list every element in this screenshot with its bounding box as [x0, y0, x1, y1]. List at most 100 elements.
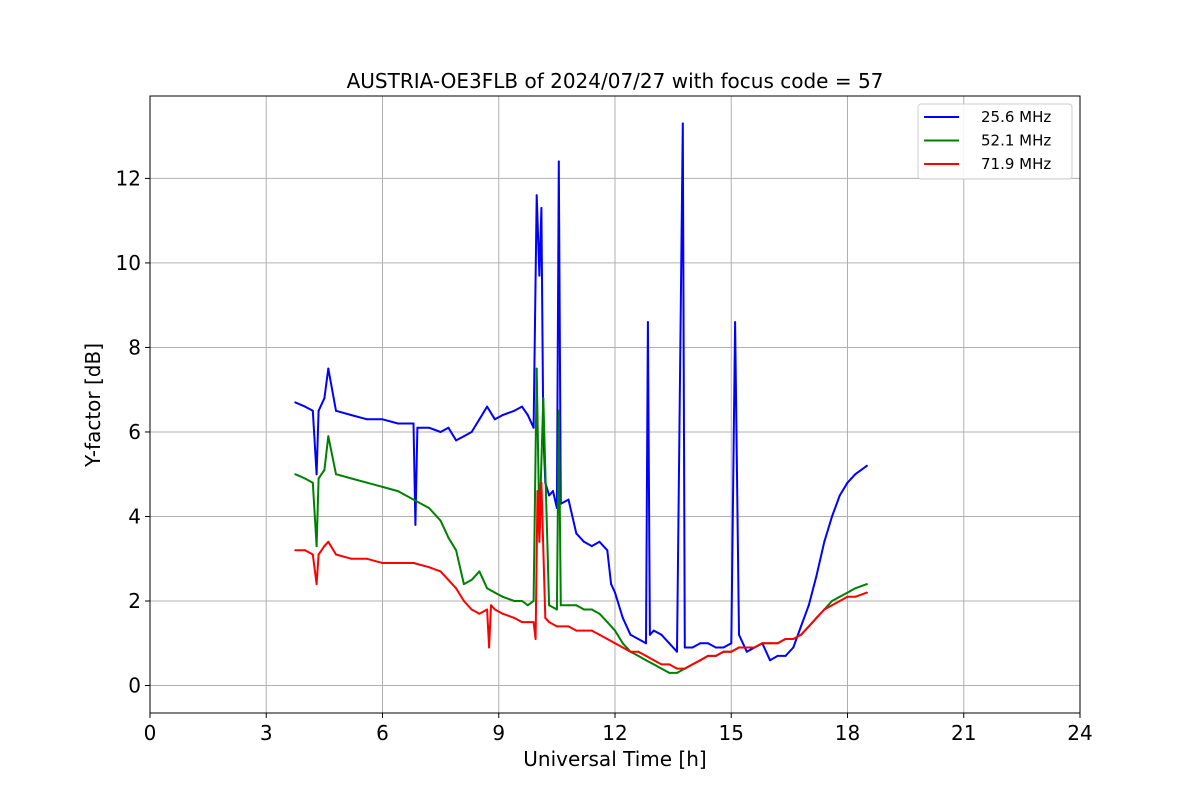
data-point [854, 595, 857, 598]
data-point [652, 629, 655, 632]
data-point [486, 587, 489, 590]
data-point [455, 549, 458, 552]
legend-label: 71.9 MHz [981, 155, 1051, 173]
data-point [738, 646, 740, 649]
data-point [366, 557, 368, 560]
data-point [800, 625, 802, 628]
data-point [447, 426, 450, 429]
data-point [683, 646, 686, 649]
data-point [521, 621, 523, 624]
data-point [462, 435, 465, 438]
data-point [606, 549, 609, 552]
data-point [439, 431, 442, 433]
y-tick-label: 2 [128, 589, 141, 613]
data-point [583, 608, 585, 611]
data-point [854, 473, 857, 476]
data-point [304, 405, 306, 408]
chart-title: AUSTRIA-OE3FLB of 2024/07/27 with focus … [347, 69, 884, 93]
data-point [538, 540, 541, 543]
data-point [776, 642, 779, 645]
data-point [428, 566, 430, 569]
y-tick-label: 0 [128, 674, 141, 698]
data-point [366, 418, 368, 421]
series-2 [294, 481, 868, 670]
data-point [614, 629, 616, 632]
data-point [722, 650, 725, 653]
data-point [350, 557, 353, 560]
data-point [478, 612, 481, 615]
data-point [557, 409, 560, 412]
data-point [865, 583, 868, 586]
data-point [327, 435, 330, 438]
data-point [470, 431, 473, 433]
data-point [769, 659, 771, 662]
data-point [745, 650, 748, 653]
data-point [540, 207, 543, 209]
data-point [534, 638, 537, 640]
data-point [535, 194, 538, 197]
data-point [428, 426, 430, 429]
data-point [513, 600, 516, 602]
data-point [493, 608, 496, 611]
data-point [294, 549, 297, 552]
y-tick-label: 8 [128, 335, 141, 359]
data-point [323, 397, 326, 400]
data-point [645, 642, 647, 645]
data-point [598, 540, 601, 543]
data-point [800, 633, 802, 636]
y-axis-label: Y-factor [dB] [81, 343, 105, 468]
data-point [447, 578, 450, 581]
data-point [734, 321, 737, 324]
data-point [294, 473, 297, 476]
data-point [536, 490, 539, 493]
x-tick-label: 6 [376, 721, 389, 745]
data-point [486, 405, 489, 408]
x-tick-label: 18 [835, 721, 860, 745]
y-tick-label: 6 [128, 420, 141, 444]
data-point [846, 595, 849, 598]
data-point [676, 650, 678, 653]
data-point [730, 650, 733, 653]
data-point [557, 160, 560, 163]
data-point [397, 490, 399, 493]
data-point [567, 625, 570, 628]
data-point [590, 545, 593, 548]
data-point [831, 604, 833, 607]
data-point [807, 625, 810, 628]
y-tick-label: 12 [116, 166, 141, 190]
data-point [575, 604, 578, 607]
legend-entry: 71.9 MHz [924, 155, 1051, 173]
data-point [583, 540, 585, 543]
data-point [548, 621, 551, 624]
data-point [412, 422, 415, 425]
data-point [548, 604, 551, 607]
data-point [652, 663, 655, 666]
data-point [526, 621, 529, 624]
data-point [350, 414, 353, 417]
data-point [462, 600, 465, 602]
data-point [815, 574, 818, 577]
data-point [606, 621, 609, 624]
data-point [660, 667, 663, 670]
data-point [478, 418, 481, 421]
data-point [501, 612, 504, 615]
data-point [335, 553, 337, 556]
x-tick-label: 24 [1067, 721, 1092, 745]
data-point [815, 616, 818, 619]
data-point [629, 633, 632, 636]
x-tick-label: 0 [144, 721, 157, 745]
data-point [831, 600, 833, 602]
data-point [854, 587, 857, 590]
data-point [317, 409, 320, 412]
data-point [831, 515, 833, 518]
data-point [501, 595, 504, 598]
data-point [455, 587, 458, 590]
data-point [621, 616, 624, 619]
data-point [317, 553, 320, 556]
data-point [455, 439, 458, 442]
data-point [323, 545, 326, 548]
data-point [532, 426, 535, 429]
data-point [414, 523, 417, 526]
data-point [865, 591, 868, 594]
data-point [311, 481, 314, 484]
